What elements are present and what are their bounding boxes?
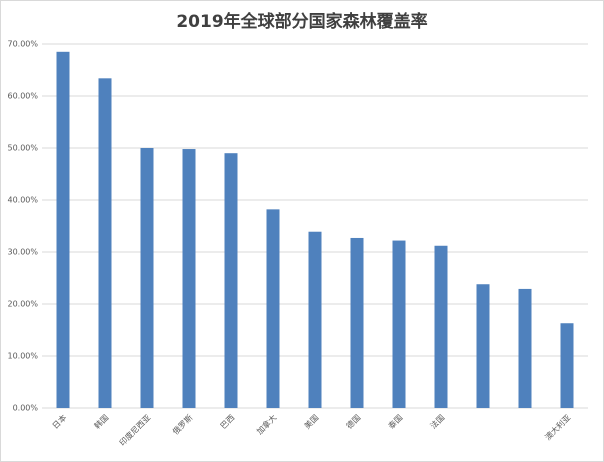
bar (560, 323, 574, 408)
bar (476, 284, 490, 408)
bar (266, 209, 280, 408)
bar (392, 240, 406, 408)
y-tick-label: 0.00% (13, 404, 39, 413)
bar (140, 148, 154, 408)
bar (56, 51, 70, 409)
y-tick-label: 20.00% (7, 300, 38, 309)
y-tick-label: 50.00% (7, 144, 38, 153)
y-tick-label: 70.00% (7, 40, 38, 49)
y-tick-label: 30.00% (7, 248, 38, 257)
bar (350, 237, 364, 408)
y-tick-label: 10.00% (7, 352, 38, 361)
bar (434, 245, 448, 408)
y-tick-label: 60.00% (7, 92, 38, 101)
bar (182, 149, 196, 409)
bar (98, 78, 112, 408)
y-tick-label: 40.00% (7, 196, 38, 205)
bar (518, 288, 532, 408)
chart-title: 2019年全球部分国家森林覆盖率 (176, 11, 427, 32)
bar (308, 231, 322, 408)
bar (224, 153, 238, 408)
